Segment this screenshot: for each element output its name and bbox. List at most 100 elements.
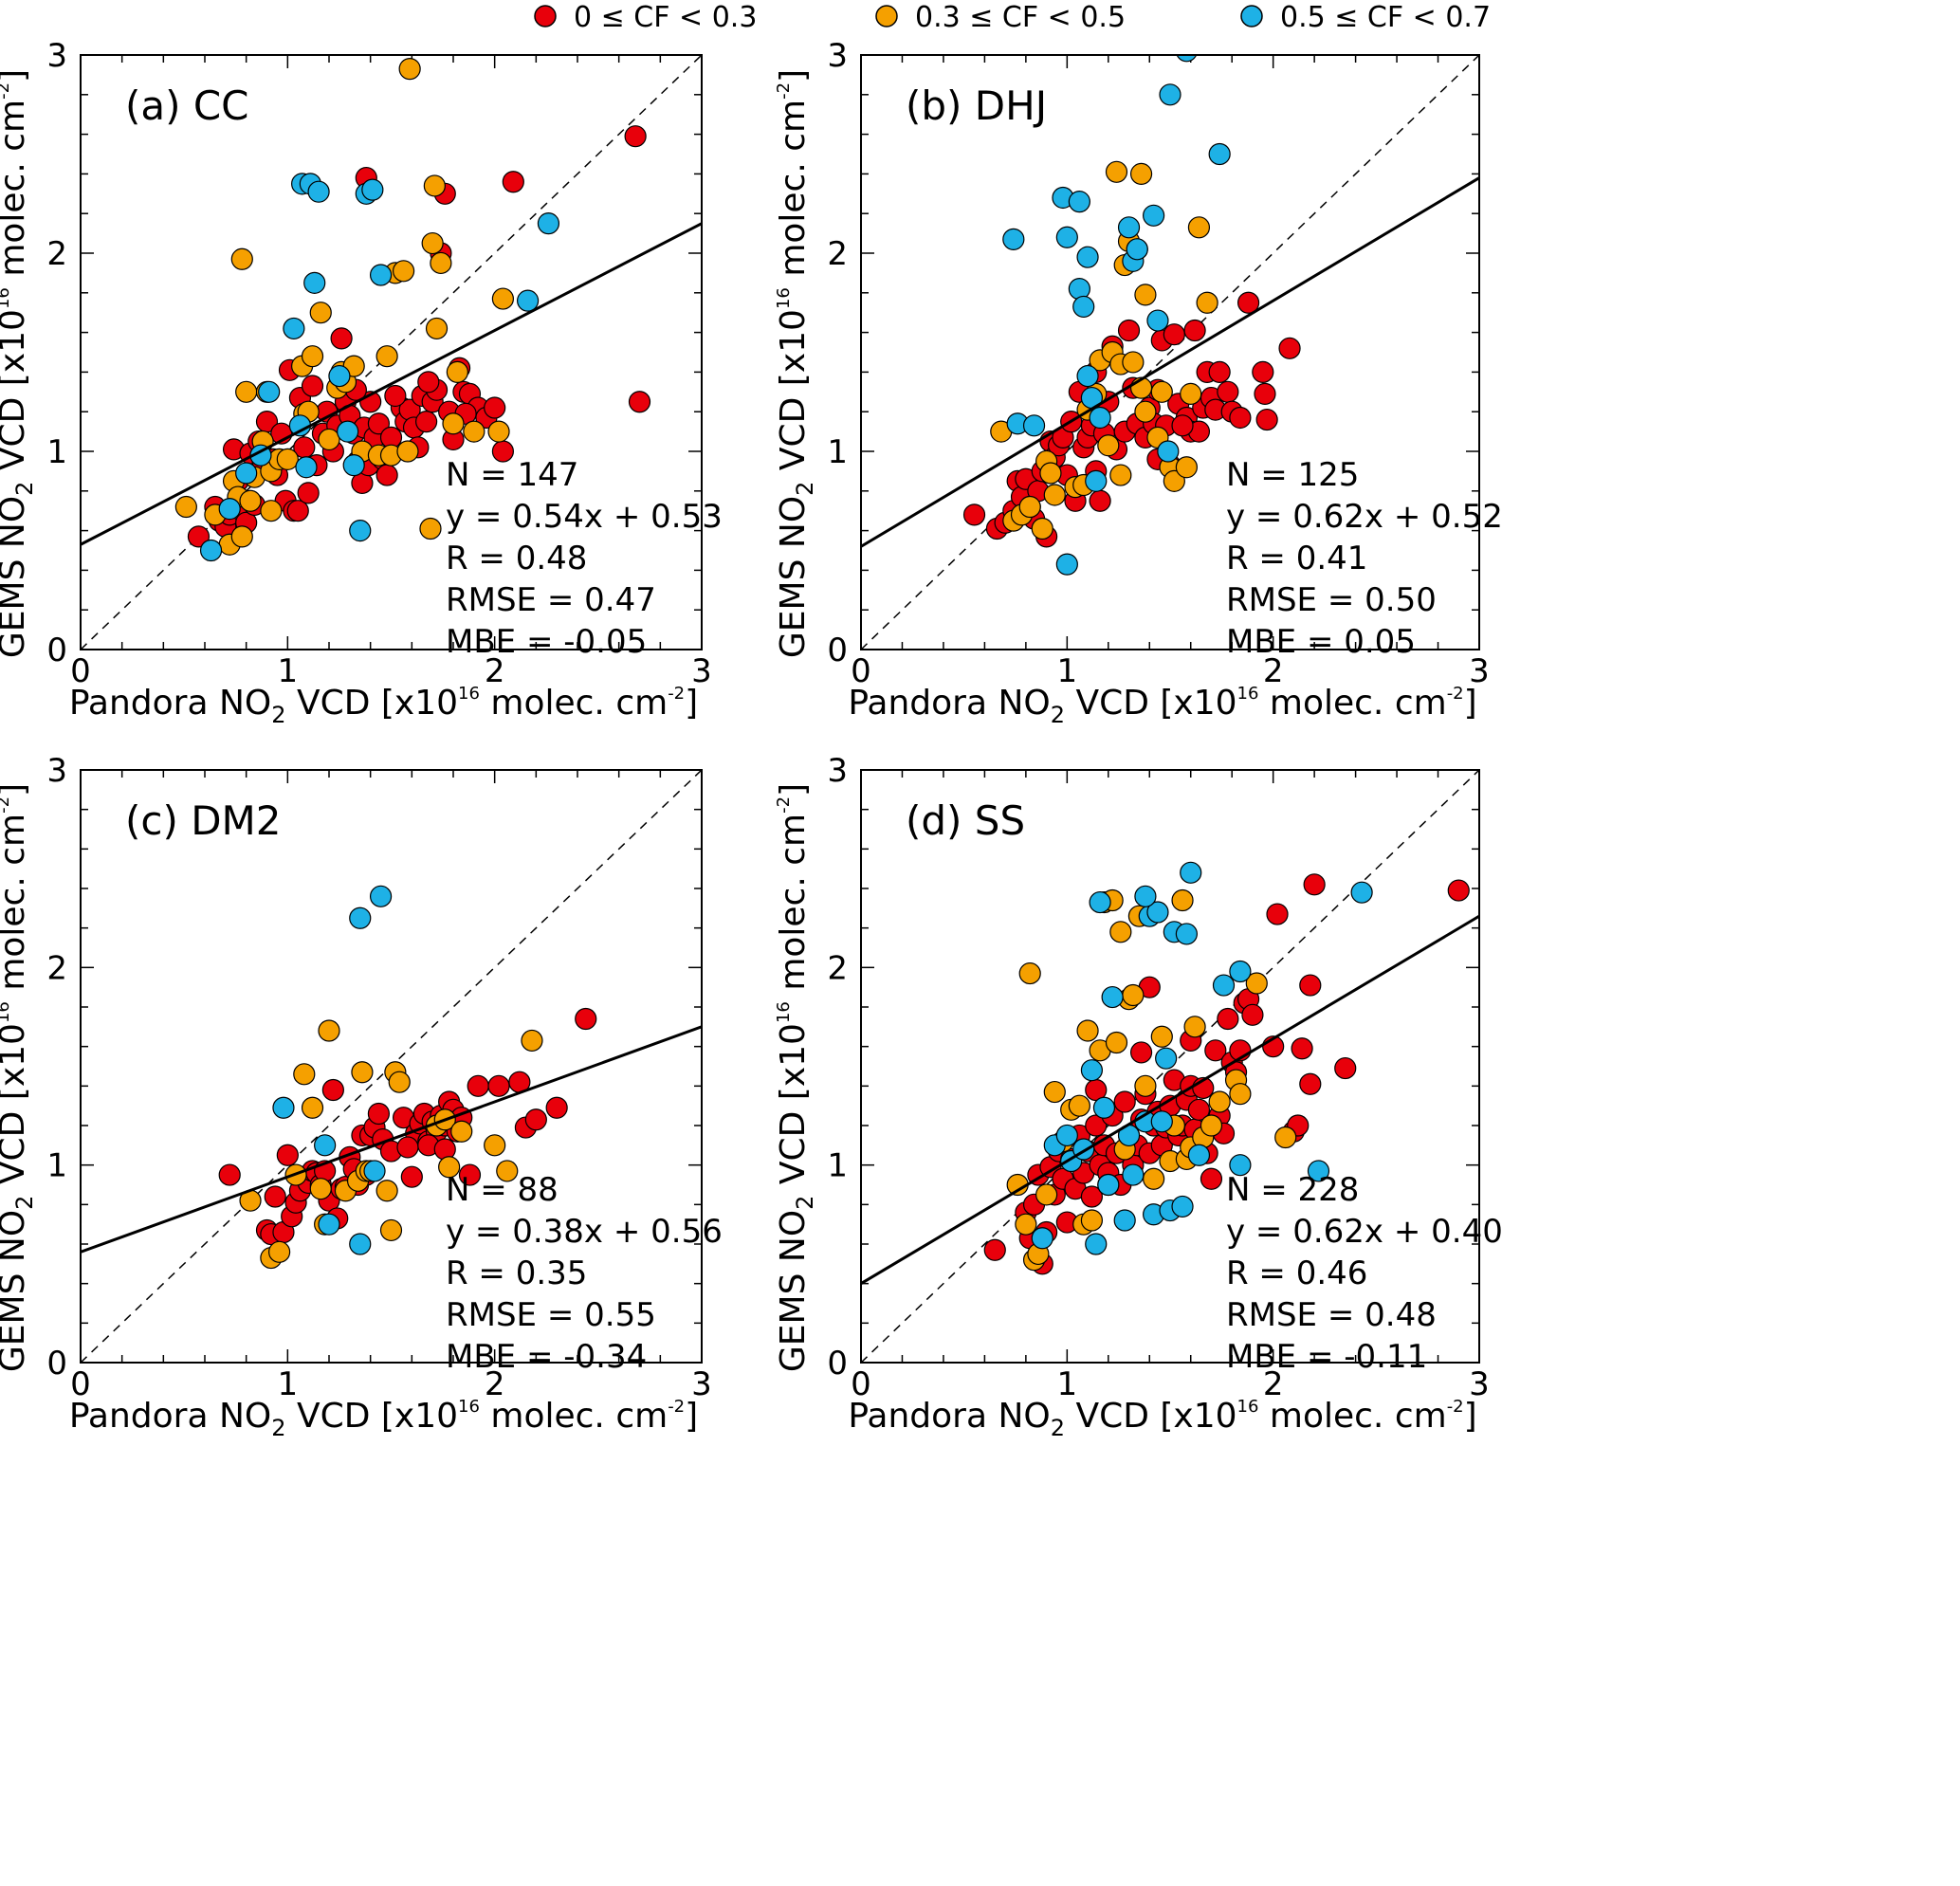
data-point: [379, 1218, 403, 1242]
data-point: [1085, 469, 1108, 492]
data-point: [199, 539, 223, 562]
x-tick-label: 3: [691, 1365, 712, 1403]
x-axis-label: Pandora NO2 VCD [x1016 molec. cm-2]: [69, 684, 698, 728]
scatter-panel: 00 1 1 2 2 3 3 (d) SS N = 228 y = 0.62x + 0.40R =…: [774, 752, 1503, 1441]
data-point: [276, 1144, 299, 1166]
data-point: [349, 1233, 372, 1255]
x-tick-label: 0: [70, 1365, 91, 1403]
data-point: [1122, 1163, 1145, 1186]
regression-line: [81, 1025, 702, 1254]
data-point: [1200, 1114, 1223, 1137]
stats-line: RMSE = 0.50: [1226, 581, 1437, 619]
data-point: [438, 1156, 461, 1179]
data-point: [430, 251, 452, 275]
data-point: [545, 1096, 568, 1119]
data-point: [1217, 1007, 1239, 1031]
data-point: [272, 1096, 295, 1119]
data-point: [1204, 1039, 1227, 1062]
data-point: [318, 1213, 340, 1236]
y-tick-label: 3: [827, 752, 848, 790]
regression-line: [861, 914, 1479, 1285]
data-point: [260, 500, 283, 522]
data-point: [487, 420, 510, 443]
data-point: [575, 1007, 597, 1031]
stats-block: N = 125 y = 0.62x + 0.52 R = 0.41 RMSE = 0.…: [1226, 456, 1503, 661]
y-tick-label: 3: [46, 37, 67, 75]
data-point: [1254, 382, 1276, 405]
panel-title: (c) DM2: [125, 797, 282, 844]
stats-line: R = 0.48: [446, 540, 587, 577]
y-tick-label: 1: [46, 433, 67, 471]
data-point: [1076, 246, 1099, 268]
data-point: [1018, 961, 1041, 985]
data-point: [351, 1061, 374, 1084]
data-point: [1113, 1090, 1136, 1113]
data-point: [1055, 1124, 1078, 1147]
stats-block: N = 147 y = 0.54x + 0.53 R = 0.48 RMSE = 0.…: [446, 456, 723, 661]
y-axis-label: GEMS NO2 VCD [x1016 molec. cm-2]: [774, 69, 818, 658]
data-point: [1252, 360, 1274, 383]
data-point: [1180, 382, 1202, 405]
data-point: [516, 289, 540, 312]
stats-line: RMSE = 0.48: [1226, 1296, 1437, 1334]
data-point: [1229, 1154, 1252, 1177]
data-point: [421, 231, 444, 255]
axis-ticks: 00 1 1 2 2 3 3: [827, 37, 1489, 690]
data-point: [1146, 901, 1169, 924]
y-tick-label: 3: [46, 752, 67, 790]
data-point: [1229, 1083, 1252, 1106]
data-point: [218, 498, 241, 521]
data-point: [423, 174, 446, 197]
data-point: [1043, 1080, 1066, 1104]
data-point: [1150, 1110, 1173, 1133]
data-point: [1080, 1209, 1104, 1232]
plot-frame: [80, 54, 703, 650]
data-point: [1126, 238, 1148, 261]
x-tick-label: 2: [485, 652, 505, 690]
data-point: [309, 1178, 332, 1200]
data-point: [301, 1096, 324, 1119]
legend: 0 ≤ CF < 0.3 0.3 ≤ CF < 0.5 0.5 ≤ CF < 0.7: [534, 1, 1491, 34]
data-point: [1031, 1227, 1053, 1250]
legend-label: 0 ≤ CF < 0.3: [574, 1, 757, 34]
stats-line: y = 0.54x + 0.53: [446, 498, 723, 536]
data-point: [230, 525, 253, 548]
data-point: [1031, 517, 1053, 540]
data-point: [400, 1165, 423, 1188]
data-point: [235, 462, 258, 485]
data-point: [1097, 434, 1120, 457]
regression-line: [81, 222, 702, 546]
data-point: [1291, 1037, 1313, 1060]
data-point: [1117, 216, 1141, 239]
data-point: [321, 1078, 344, 1102]
data-point: [1068, 278, 1090, 301]
data-point: [330, 327, 353, 350]
x-tick-label: 2: [1263, 1365, 1284, 1403]
data-point: [1113, 1209, 1136, 1232]
one-to-one-line: [861, 55, 1479, 650]
data-point: [1035, 1183, 1058, 1206]
data-point: [1183, 319, 1206, 342]
data-point: [1171, 888, 1194, 912]
data-point: [301, 375, 324, 397]
data-point: [1266, 903, 1289, 925]
stats-line: N = 125: [1226, 456, 1359, 494]
panel-title: (d) SS: [906, 797, 1025, 844]
y-tick-label: 3: [827, 37, 848, 75]
data-point: [218, 1163, 241, 1186]
data-point: [628, 391, 651, 413]
data-point: [1076, 364, 1099, 388]
data-point: [1089, 890, 1111, 914]
y-tick-label: 1: [827, 1147, 848, 1185]
x-tick-label: 0: [851, 652, 871, 690]
stats-line: R = 0.46: [1226, 1254, 1367, 1292]
data-point: [376, 345, 398, 368]
data-point: [1122, 983, 1145, 1007]
data-point: [1155, 1047, 1178, 1070]
data-point: [363, 1160, 386, 1182]
data-point: [293, 1063, 316, 1086]
data-point: [1299, 1072, 1322, 1095]
panel-title: (a) CC: [125, 82, 249, 129]
data-point: [1134, 885, 1157, 907]
